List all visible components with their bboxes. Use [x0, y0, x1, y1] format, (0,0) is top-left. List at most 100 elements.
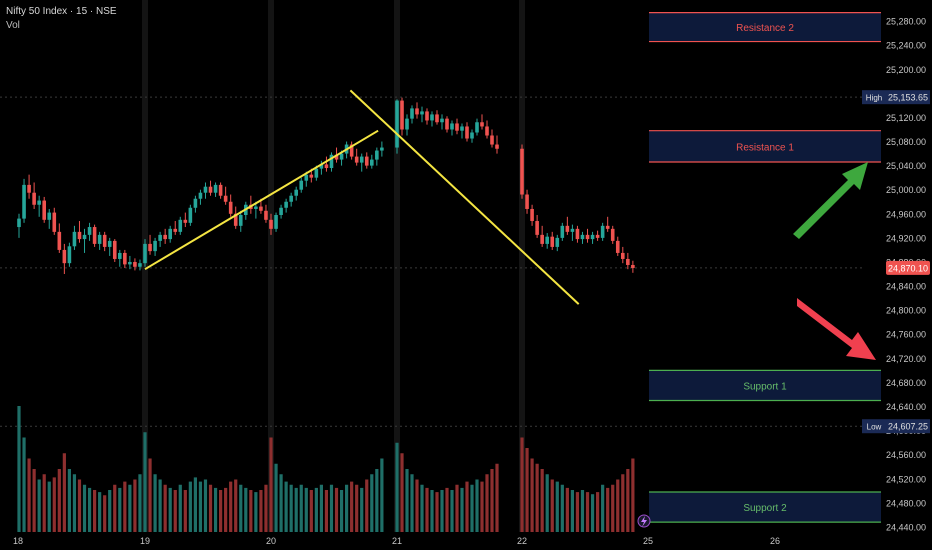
candle-body — [339, 153, 344, 160]
volume-bar — [98, 492, 102, 532]
candle-body — [395, 100, 399, 148]
zone-box — [649, 130, 881, 163]
volume-bar — [274, 463, 278, 532]
volume-bar — [596, 492, 600, 532]
volume-bar — [480, 481, 484, 532]
candle-body — [97, 234, 102, 244]
volume-bar — [249, 490, 253, 532]
candle-body — [585, 234, 590, 240]
tag-name: High — [866, 94, 882, 103]
session-separator — [394, 0, 400, 532]
candle-body — [213, 184, 218, 193]
candle-body — [107, 240, 112, 247]
volume-bar — [22, 437, 26, 532]
y-tick-label: 24,800.00 — [886, 306, 926, 316]
volume-label: Vol — [6, 20, 20, 31]
volume-bar — [198, 481, 203, 532]
sr-zones: Resistance 2 Resistance 1 Support 1 Support… — [649, 12, 881, 523]
volume-bar — [380, 458, 384, 532]
time-axis: 18 19 20 21 22 25 26 — [13, 536, 780, 546]
candle-body — [299, 180, 304, 190]
volume-bar — [590, 494, 595, 532]
candle-body — [133, 261, 137, 267]
volume-bar — [264, 484, 268, 532]
candle-body — [254, 206, 258, 209]
volume-bar — [319, 484, 323, 532]
candle-body — [615, 240, 620, 253]
candle-body — [565, 225, 570, 232]
trendline — [349, 89, 580, 305]
volume-bar — [289, 484, 293, 532]
candle-body — [193, 198, 198, 208]
candle-body — [590, 234, 595, 240]
tag-name-box — [862, 90, 886, 105]
tag-value: 25,153.65 — [888, 93, 928, 103]
lightning-bolt — [641, 516, 647, 527]
volume-bar — [123, 481, 127, 532]
volume-bar — [284, 481, 288, 532]
volume-bar — [410, 474, 414, 532]
candle-body — [329, 154, 334, 169]
volume-bar — [42, 474, 46, 532]
candles — [17, 97, 635, 275]
volume-bar — [294, 487, 298, 532]
volume-bar — [17, 406, 21, 532]
candle-body — [560, 225, 565, 238]
volume-bar — [329, 484, 334, 532]
candle-body — [535, 221, 539, 235]
volume-bar — [606, 487, 610, 532]
volume-bar — [133, 479, 137, 532]
volume-bar — [188, 481, 192, 532]
volume-bar — [415, 479, 419, 532]
candle-body — [208, 186, 213, 193]
volume-bar — [87, 487, 92, 532]
candle-body — [153, 240, 157, 252]
y-tick-label: 24,520.00 — [886, 474, 926, 484]
zone-box — [649, 370, 881, 401]
y-tick-label: 25,080.00 — [886, 137, 926, 147]
volume-bar — [490, 469, 494, 532]
candle-body — [405, 118, 409, 130]
candle-body — [621, 252, 625, 259]
volume-bar — [345, 484, 349, 532]
candle-body — [555, 237, 560, 247]
session-separator — [268, 0, 274, 532]
candle-body — [67, 246, 72, 264]
volume-bar — [173, 490, 177, 532]
volume-bar — [555, 481, 559, 532]
volume-bar — [550, 479, 554, 532]
candle-body — [415, 108, 419, 115]
volume-bar — [560, 484, 564, 532]
volume-bar — [219, 490, 223, 532]
volume-bar — [304, 487, 308, 532]
candle-body — [269, 219, 273, 229]
last-price-value: 24,870.10 — [888, 263, 928, 273]
candle-body — [575, 228, 580, 240]
volume-bar — [485, 474, 489, 532]
volume-bar — [626, 469, 630, 532]
volume-bar — [570, 490, 574, 532]
candle-body — [460, 126, 464, 131]
y-tick-label: 25,200.00 — [886, 65, 926, 75]
volume-bar — [445, 487, 449, 532]
candle-body — [550, 236, 555, 247]
candle-body — [380, 147, 384, 151]
candle-body — [370, 159, 374, 166]
candle-body — [163, 234, 167, 240]
candle-body — [540, 234, 544, 244]
volume-bar — [334, 487, 339, 532]
candle-body — [148, 243, 152, 252]
candle-body — [218, 184, 223, 196]
candle-body — [314, 168, 319, 178]
y-tick-label: 24,920.00 — [886, 233, 926, 243]
candle-body — [631, 264, 635, 268]
y-tick-label: 24,560.00 — [886, 450, 926, 460]
y-tick-label: 24,720.00 — [886, 354, 926, 364]
candle-body — [37, 200, 41, 205]
x-tick-label: 22 — [517, 536, 527, 546]
candle-body — [530, 208, 534, 222]
candle-body — [87, 227, 92, 235]
volume-bar — [57, 469, 61, 532]
volume-bar — [405, 469, 409, 532]
